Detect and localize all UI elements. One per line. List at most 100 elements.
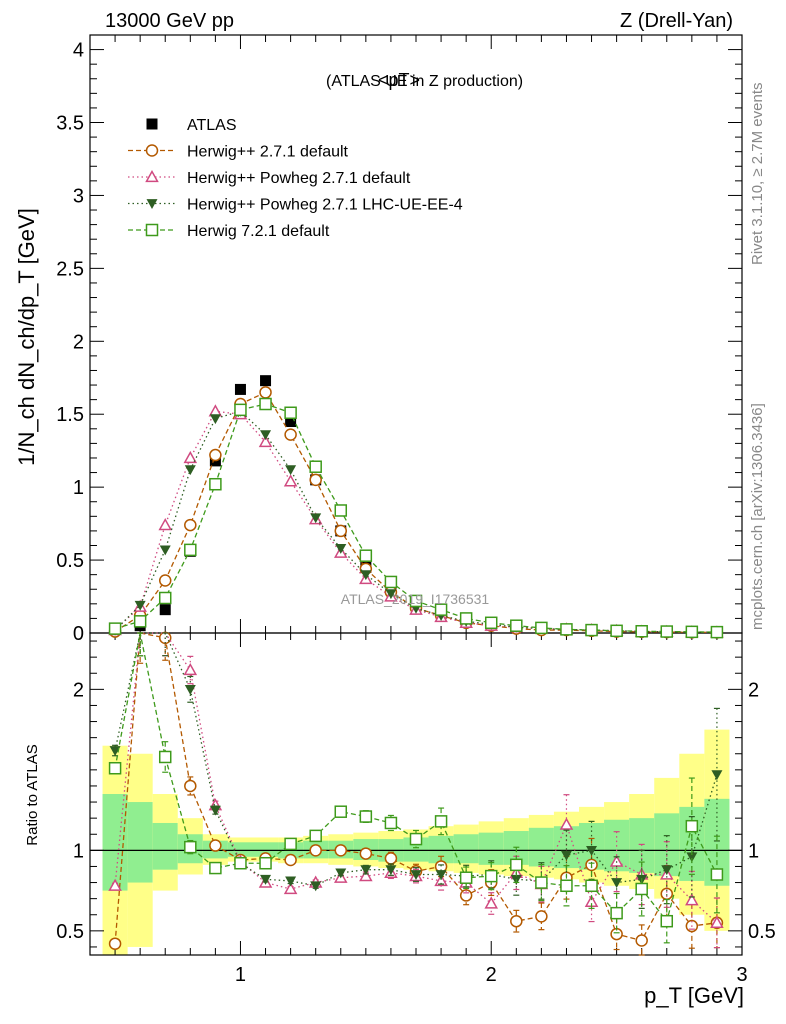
mc-point [133, 615, 147, 628]
ratio-y-axis-label: Ratio to ATLAS [24, 744, 41, 845]
mc-point [259, 397, 272, 411]
legend-marker [146, 199, 158, 209]
ratio-point [434, 815, 448, 828]
ratio-point [611, 878, 623, 889]
ratio-point [283, 881, 298, 895]
x-tick-label: 3 [736, 964, 747, 986]
ratio-point [259, 856, 272, 870]
ratio-point [360, 865, 372, 876]
legend-marker [145, 144, 159, 157]
ratio-point [484, 896, 499, 909]
mc-point [434, 603, 448, 616]
ratio-point [184, 840, 197, 854]
ratio-axes: 1 2 30.5 0.51 12 2 [56, 632, 776, 986]
y-tick-label: 4 [73, 40, 84, 62]
ratio-point [510, 858, 523, 872]
ratio-point [685, 819, 699, 833]
watermark-label: ATLAS_2019_I1736531 [341, 591, 490, 607]
ratio-point [183, 662, 198, 676]
ratio-band-inner [453, 834, 479, 864]
mc-point [108, 622, 122, 635]
ratio-point [711, 770, 723, 781]
ratio-point [334, 805, 348, 818]
plot-subtitle: (ATLAS UE in Z production) [326, 73, 523, 90]
ratio-point [660, 914, 674, 928]
mc-point [309, 460, 322, 473]
ratio-point [108, 761, 122, 775]
ratio-point [409, 832, 423, 846]
legend-marker [145, 169, 159, 183]
ratio-point [209, 861, 222, 875]
ratio-point [309, 829, 322, 843]
mc-point [184, 543, 197, 557]
mc-point [360, 570, 372, 581]
ratio-point [434, 873, 448, 887]
ratio-point [359, 810, 373, 823]
mc-point [134, 600, 146, 611]
ratio-band-inner [102, 794, 128, 891]
y-tick-label: 0.5 [56, 550, 84, 572]
mc-point [334, 524, 348, 538]
mc-point [260, 430, 272, 441]
ratio-point [334, 844, 348, 857]
mc-point [258, 434, 273, 448]
ratio-point [586, 845, 598, 856]
mc-point [184, 518, 197, 532]
mc-point [209, 477, 222, 491]
ratio-band-inner [528, 827, 554, 867]
ratio-point [510, 914, 523, 928]
ratio-band-inner [127, 802, 153, 883]
data-point [285, 416, 297, 428]
mc-point [183, 450, 198, 464]
ratio-point [560, 879, 573, 893]
mc-point [560, 623, 573, 636]
y-tick-label: 2.5 [56, 258, 84, 280]
y-tick-label: 1 [73, 477, 84, 499]
ratio-point [158, 750, 172, 764]
ratio-point [384, 816, 398, 830]
mc-point [385, 589, 397, 600]
mcplots-label: mcplots.cern.ch [arXiv:1306.3436] [749, 403, 766, 630]
ratio-point [710, 915, 724, 928]
main-axes: 0 0.5 1 1.5 2 2.5 3 3.5 4 [56, 34, 743, 647]
ratio-band-inner [253, 842, 279, 857]
legend-label: Herwig++ Powheg 2.7.1 default [187, 170, 411, 187]
legend-label: Herwig 7.2.1 default [187, 223, 330, 240]
ratio-point [560, 850, 572, 861]
legend-label: Herwig++ Powheg 2.7.1 LHC-UE-EE-4 [187, 197, 463, 214]
ratio-point [109, 746, 121, 757]
x-tick-label: 2 [486, 964, 497, 986]
mc-point [484, 616, 498, 630]
x-tick-label: 1 [235, 964, 246, 986]
ratio-point [184, 779, 197, 793]
y-tick-label: 3.5 [56, 113, 84, 135]
data-point [234, 383, 246, 395]
data-point [159, 604, 171, 616]
y-tick-label: 0 [73, 623, 84, 645]
ratio-point [535, 910, 548, 923]
mc-point [285, 465, 297, 476]
mc-point [310, 513, 322, 524]
ratio-point [410, 870, 422, 880]
ratio-point [209, 805, 221, 816]
ratio-point [309, 844, 322, 857]
mc-point [335, 544, 347, 554]
y-axis-label: 1/N_ch dN_ch/dp_T [GeV] [14, 208, 39, 466]
mc-point [610, 624, 623, 638]
mc-point [309, 473, 322, 487]
ratio-y-tick-label-right: 0.5 [748, 921, 776, 943]
legend-marker [146, 118, 158, 130]
mc-point [259, 386, 272, 399]
mc-point [234, 403, 247, 417]
mc-point [585, 623, 598, 637]
mc-point [535, 621, 548, 635]
ratio-y-tick-label: 2 [73, 679, 84, 701]
ratio-point [260, 874, 272, 885]
mc-point [685, 625, 699, 639]
ratio-point [284, 853, 297, 867]
ratio-point [435, 870, 447, 880]
mc-point [184, 465, 196, 476]
ratio-point [209, 839, 222, 852]
x-axis-label: p_T [GeV] [644, 983, 744, 1008]
ratio-point [535, 876, 548, 889]
